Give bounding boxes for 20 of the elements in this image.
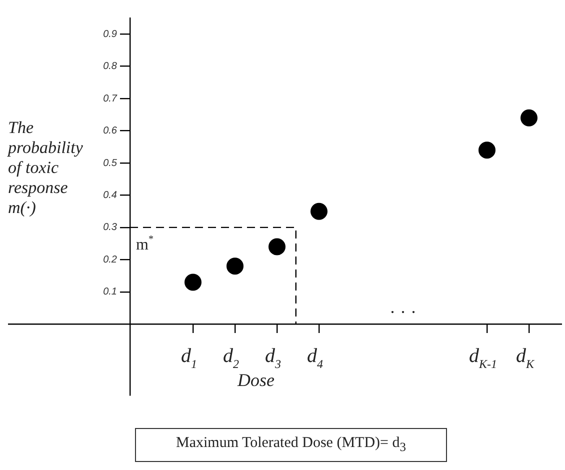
y-tick-label: 0.7: [103, 93, 118, 104]
point: [310, 202, 328, 220]
y-tick-label: 0.9: [103, 28, 118, 40]
annotation: · · ·: [390, 302, 416, 322]
text: Maximum Tolerated Dose (MTD)= d$_{3}$: [135, 428, 447, 462]
y-tick-label: 0.3: [103, 222, 118, 234]
y-tick-label: 0.4: [103, 190, 118, 202]
point: [184, 274, 202, 291]
point: [478, 142, 496, 159]
point: [226, 258, 244, 275]
ref-line-label: m*: [136, 234, 154, 254]
y-tick-label: 0.1: [103, 286, 117, 298]
y-tick-label: 0.2: [103, 254, 118, 266]
y-axis-title: The probability of toxic response m(·): [8, 118, 84, 218]
y-tick-label: 0.6: [103, 126, 118, 137]
y-tick-label: 0.5: [103, 158, 118, 169]
point: [268, 238, 286, 256]
y-tick-label: 0.8: [103, 61, 118, 72]
x-axis-title: Dose: [236, 370, 275, 390]
point: [520, 109, 538, 126]
